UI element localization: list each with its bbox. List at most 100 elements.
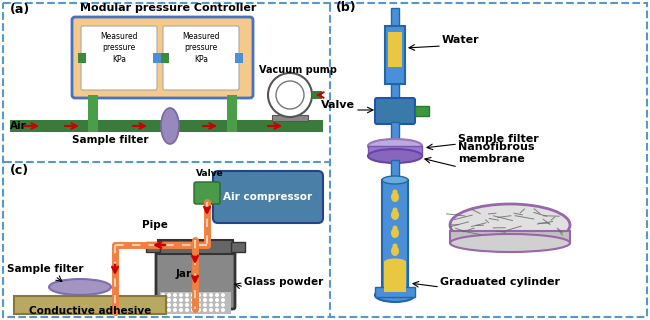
Circle shape [221,298,225,302]
Circle shape [215,303,219,307]
Circle shape [191,293,195,297]
Bar [312,91,322,99]
Circle shape [221,293,225,297]
Circle shape [203,308,207,312]
Circle shape [209,293,213,297]
Bar [391,160,399,180]
Ellipse shape [393,189,398,195]
Ellipse shape [391,210,399,220]
Circle shape [185,293,189,297]
Ellipse shape [391,192,399,202]
Ellipse shape [368,139,422,153]
Ellipse shape [384,259,406,266]
Bar [146,242,160,252]
Circle shape [161,308,165,312]
Text: Vacuum pump: Vacuum pump [259,65,337,75]
Bar [384,262,406,292]
Bar [10,120,323,132]
Circle shape [173,303,177,307]
Ellipse shape [391,228,399,238]
FancyBboxPatch shape [375,98,415,124]
Circle shape [203,293,207,297]
Circle shape [173,298,177,302]
Circle shape [209,303,213,307]
Text: Air compressor: Air compressor [224,192,313,202]
Circle shape [173,308,177,312]
Circle shape [197,308,201,312]
Text: Pipe: Pipe [142,220,168,230]
FancyBboxPatch shape [194,182,220,204]
Circle shape [276,81,304,109]
Circle shape [191,308,195,312]
FancyBboxPatch shape [156,245,235,309]
Circle shape [185,303,189,307]
Bar [153,53,161,63]
Ellipse shape [393,207,398,212]
Circle shape [179,293,183,297]
Bar [415,106,429,116]
Bar [391,84,399,104]
Text: Nanofibrous
membrane: Nanofibrous membrane [458,142,534,164]
Ellipse shape [382,176,408,184]
Text: Conductive adhesive: Conductive adhesive [29,306,151,316]
Bar [160,292,231,314]
Circle shape [167,308,171,312]
Bar [391,122,399,144]
Text: Water: Water [442,35,480,45]
Circle shape [167,293,171,297]
Ellipse shape [393,244,398,249]
Text: Valve: Valve [196,169,224,178]
Circle shape [221,308,225,312]
Ellipse shape [391,246,399,256]
Bar [14,296,166,314]
Ellipse shape [450,204,570,246]
Circle shape [167,303,171,307]
Text: (c): (c) [10,164,29,177]
Text: (b): (b) [336,1,357,14]
Circle shape [209,298,213,302]
Bar [272,115,308,121]
Circle shape [191,303,195,307]
Text: Modular pressure Controller: Modular pressure Controller [80,3,256,13]
Circle shape [173,293,177,297]
Circle shape [215,293,219,297]
Circle shape [161,303,165,307]
Circle shape [167,298,171,302]
FancyBboxPatch shape [72,17,253,98]
Bar [158,240,233,254]
Circle shape [191,298,195,302]
Ellipse shape [161,108,179,144]
Circle shape [179,303,183,307]
Circle shape [221,303,225,307]
FancyBboxPatch shape [3,3,647,317]
Circle shape [197,298,201,302]
Circle shape [197,303,201,307]
Text: Sample filter: Sample filter [72,135,148,145]
Circle shape [179,298,183,302]
Text: Glass powder: Glass powder [244,277,323,287]
Text: Sample filter: Sample filter [6,264,83,274]
Ellipse shape [375,288,415,302]
Bar [227,120,237,132]
Bar [368,146,422,156]
Text: Jar: Jar [176,269,192,279]
Text: Air: Air [10,121,27,131]
Bar [391,8,399,26]
Text: Measured
pressure
KPa: Measured pressure KPa [182,32,220,64]
Circle shape [268,73,312,117]
Text: Measured
pressure
KPa: Measured pressure KPa [100,32,138,64]
Circle shape [215,308,219,312]
Bar [382,180,408,295]
Text: Sample filter: Sample filter [458,134,539,144]
FancyBboxPatch shape [213,171,323,223]
Circle shape [161,298,165,302]
Circle shape [185,298,189,302]
Text: Graduated cylinder: Graduated cylinder [440,277,560,287]
Circle shape [203,303,207,307]
Circle shape [185,308,189,312]
Bar [88,95,98,127]
Circle shape [161,293,165,297]
Text: Valve: Valve [321,100,355,110]
Bar [88,120,98,132]
Text: (a): (a) [10,3,31,16]
